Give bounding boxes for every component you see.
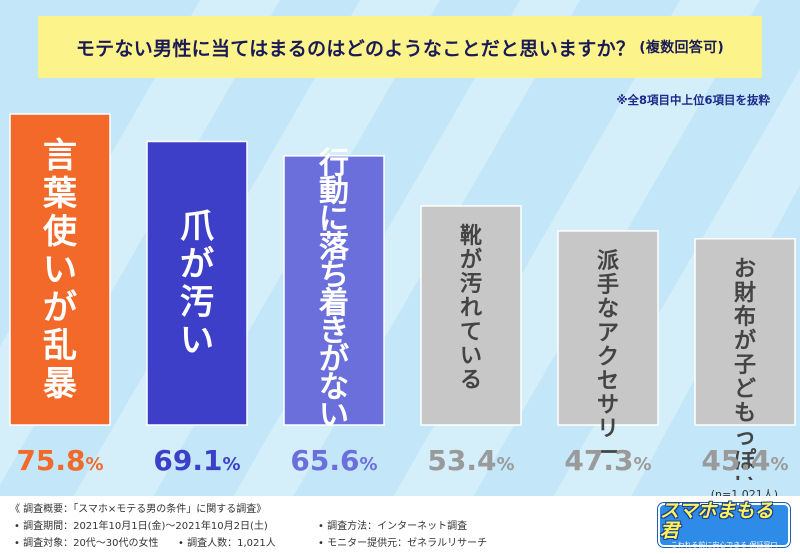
- bar-3: [283, 155, 385, 426]
- bar-category-label: 靴が汚れている: [460, 224, 482, 393]
- survey-provider: • モニター提供元：ゼネラルリサーチ: [318, 538, 488, 549]
- logo: スマホまもる君 こわれる前に安心できる 保証窓口: [658, 499, 790, 549]
- title-sub: (複数回答可): [639, 40, 725, 56]
- logo-main-text: スマホまもる君: [660, 499, 774, 542]
- survey-period: • 調査期間：2021年10月1日(金)～2021年10月2日(土): [14, 521, 268, 532]
- bar-value-label: 69.1%: [153, 444, 240, 477]
- excerpt-note: ※全8項目中上位6項目を抜粋: [616, 93, 770, 107]
- bar-category-label: お財布が子どもっぽい: [734, 257, 757, 480]
- logo-tagline: こわれる前に安心できる 保証窓口: [670, 540, 778, 549]
- bar-6: [694, 237, 796, 426]
- bar-5: [557, 230, 659, 426]
- bar-category-label: 行動に落ち着きがない: [318, 146, 350, 433]
- bar-2: [146, 140, 248, 426]
- chart-title: モテない男性に当てはまるのはどのようなことだと思いますか？ (複数回答可): [38, 16, 762, 78]
- survey-target: • 調査対象：20代～30代の女性: [14, 538, 159, 549]
- title-main: モテない男性に当てはまるのはどのようなことだと思いますか？: [75, 37, 636, 60]
- bar-4: [420, 205, 522, 426]
- bar-value-label: 75.8%: [16, 444, 103, 477]
- bar-category-label: 言葉使いが乱暴: [42, 136, 78, 404]
- survey-method: • 調査方法：インターネット調査: [318, 521, 468, 532]
- bar-value-label: 53.4%: [427, 444, 514, 477]
- bar-value-label: 65.6%: [290, 444, 377, 477]
- bar-category-label: 爪が汚い: [180, 207, 214, 361]
- bar-value-label: 47.3%: [564, 444, 651, 477]
- survey-heading: 《 調査概要：「スマホ×モテる男の条件」に関する調査》: [10, 504, 267, 515]
- survey-count: • 調査人数：1,021人: [178, 538, 276, 549]
- bar-value-label: 45.4%: [701, 444, 788, 477]
- bar-chart: 言葉使いが乱暴 75.8% 爪が汚い 69.1% 行動に落ち着きがない 65.6% 靴が汚れ…: [9, 113, 796, 480]
- bar-1: [9, 113, 111, 426]
- bar-category-label: 派手なアクセサリー: [597, 249, 619, 466]
